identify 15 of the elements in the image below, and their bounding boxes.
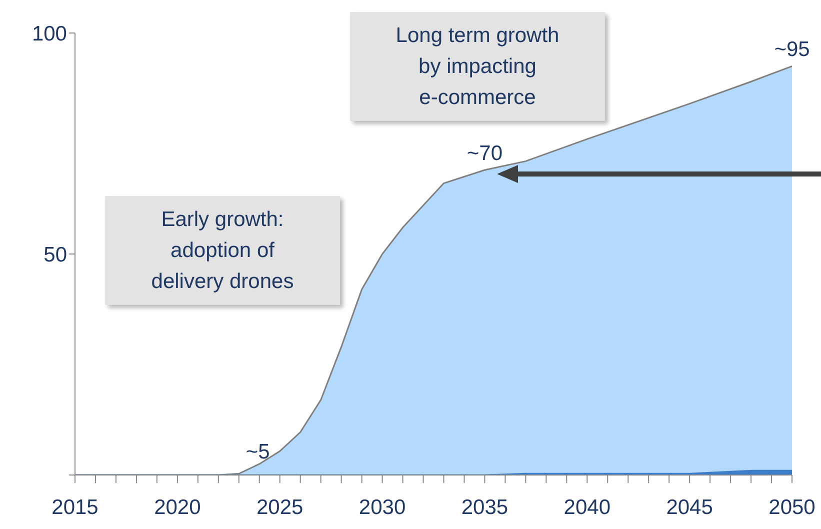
x-tick-label: 2050 [768,496,816,519]
text: Long term growth by impacting e-commerce [396,24,560,109]
x-tick-label: 2045 [666,496,713,519]
y-tick-label: 100 [32,22,67,46]
x-tick-label: 2040 [564,496,610,519]
annotation: ~70 [466,142,503,166]
y-tick-label: 50 [44,243,67,266]
x-tick-label: 2035 [461,496,508,519]
x-tick-label: 2025 [256,496,304,519]
x-tick-label: 2020 [154,496,201,519]
annotation: ~5 [246,440,270,464]
annotation: ~95 [774,38,810,62]
x-tick-label: 2030 [358,496,406,519]
x-tick-label: 2015 [52,496,98,519]
text: Early growth: adoption of delivery drones [151,208,294,293]
